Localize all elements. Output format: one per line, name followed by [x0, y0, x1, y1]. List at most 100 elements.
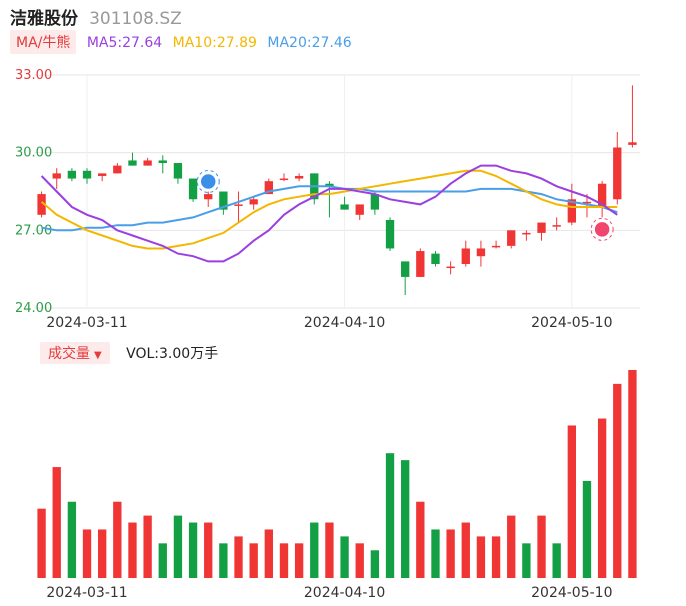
candle-body [340, 204, 349, 210]
volume-bar [476, 536, 486, 578]
volume-bar [491, 536, 501, 578]
candle-body [522, 232, 531, 235]
volume-bar [310, 522, 319, 578]
candle-body [264, 181, 273, 195]
candle-body [370, 194, 380, 210]
candle-body [67, 170, 77, 179]
candle-body [491, 245, 501, 248]
volume-bar [98, 529, 107, 578]
volume-bar [249, 543, 258, 578]
volume-bar [113, 501, 122, 578]
volume-x-label: 2024-05-10 [531, 585, 612, 601]
candle-body [552, 225, 561, 227]
candle-body [628, 142, 637, 145]
price-x-label: 2024-05-10 [531, 315, 612, 331]
ma-selector-button[interactable]: MA/牛熊 [10, 30, 77, 54]
candle-body [446, 266, 455, 269]
candle-body [461, 248, 470, 264]
candle-body [219, 191, 228, 210]
ma20-label: MA20:27.46 [267, 35, 352, 51]
volume-bar [279, 543, 289, 578]
candle-body [234, 204, 243, 206]
volume-bar [507, 515, 516, 578]
volume-bar [385, 453, 395, 578]
candle-body [294, 175, 304, 179]
candle-body [507, 230, 516, 246]
candle-body [128, 160, 137, 166]
candle-body [82, 170, 92, 179]
volume-bar [582, 480, 592, 578]
candle-body [173, 163, 183, 179]
stock-header: 洁雅股份 301108.SZ [10, 4, 182, 29]
volume-bar [204, 522, 213, 578]
volume-bar [552, 543, 561, 578]
candle-body [401, 261, 410, 277]
volume-bar [597, 418, 607, 578]
volume-bar [82, 529, 92, 578]
volume-bar [219, 543, 228, 578]
volume-bar [234, 536, 243, 578]
candle-body [385, 219, 395, 249]
volume-x-label: 2024-04-10 [304, 585, 385, 601]
candle-body [597, 183, 607, 208]
price-x-label: 2024-04-10 [304, 315, 385, 331]
volume-bar [325, 522, 334, 578]
candle-body [279, 178, 289, 181]
candle-body [143, 160, 152, 166]
stock-name: 洁雅股份 [10, 9, 78, 29]
candle-body [582, 201, 592, 204]
candle-body [537, 222, 546, 233]
ma-legend: MA/牛熊 MA5:27.64 MA10:27.89 MA20:27.46 [10, 30, 352, 54]
candle-body [113, 165, 122, 174]
candle-body [37, 194, 46, 215]
volume-bar [401, 460, 410, 578]
candle-body [325, 183, 334, 187]
volume-bar [52, 467, 61, 578]
volume-bar [613, 383, 622, 578]
y-tick-label: 30.00 [15, 146, 52, 161]
volume-bar [173, 515, 183, 578]
ma20-line [41, 185, 618, 232]
price-x-label: 2024-03-11 [46, 315, 127, 331]
y-tick-label: 27.00 [15, 223, 52, 238]
y-tick-label: 24.00 [15, 301, 52, 316]
candle-body [416, 251, 425, 277]
volume-badge-label: 成交量 [48, 346, 90, 362]
volume-bar [446, 529, 455, 578]
candle-body [98, 173, 107, 176]
candle-body [188, 178, 198, 200]
stock-code: 301108.SZ [89, 9, 182, 29]
candle-body [249, 199, 258, 205]
volume-value: VOL:3.00万手 [126, 346, 219, 362]
volume-bar [67, 501, 77, 578]
volume-x-label: 2024-03-11 [46, 585, 127, 601]
bull-marker-icon-ring [590, 217, 614, 241]
candle-body [567, 199, 576, 223]
candle-body [52, 173, 61, 179]
bull-marker-icon [593, 220, 611, 239]
y-tick-label: 33.00 [15, 68, 52, 83]
volume-bar [370, 550, 380, 578]
volume-bar [537, 515, 546, 578]
volume-bar [128, 522, 137, 578]
volume-bar [431, 529, 440, 578]
ma10-label: MA10:27.89 [172, 35, 257, 51]
volume-bar [628, 370, 637, 578]
volume-selector-button[interactable]: 成交量 ▼ [40, 342, 110, 364]
volume-bar [461, 522, 470, 578]
volume-bar [522, 543, 531, 578]
candle-body [204, 194, 213, 200]
volume-bar [264, 529, 273, 578]
ma5-line [40, 164, 618, 263]
candle-body [158, 160, 167, 164]
volume-bar [143, 515, 152, 578]
volume-bar [188, 522, 198, 578]
volume-legend: 成交量 ▼ VOL:3.00万手 [40, 342, 219, 364]
ma10-line [40, 169, 618, 250]
volume-bar [158, 543, 167, 578]
volume-bar [37, 508, 46, 578]
volume-bar [294, 543, 304, 578]
bear-marker-icon-ring [196, 170, 220, 193]
caret-down-icon: ▼ [94, 350, 102, 361]
